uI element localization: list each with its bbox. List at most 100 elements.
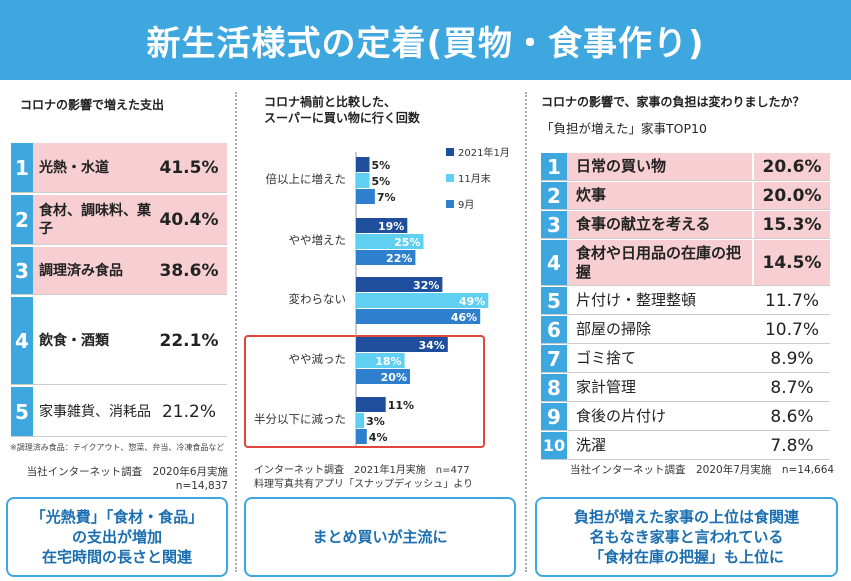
category-label: 変わらない bbox=[289, 292, 347, 306]
title-banner: 新生活様式の定着(買物・食事作り) bbox=[0, 0, 851, 80]
rank-badge: 8 bbox=[541, 374, 567, 401]
chart-source: インターネット調査 2021年1月実施 n=477 料理写真共有アプリ「スナップ… bbox=[254, 464, 473, 492]
panel-housework: コロナの影響で、家事の負担は変わりましたか？ 「負担が増えた」家事TOP10 1… bbox=[530, 80, 851, 581]
housework-value: 20.0% bbox=[752, 182, 830, 209]
legend-swatch bbox=[446, 148, 454, 156]
spending-label: 家事雑貨、消耗品 bbox=[33, 387, 151, 436]
housework-subheading: 「負担が増えた」家事TOP10 bbox=[541, 121, 707, 136]
spending-item: 4 飲食・酒類 22.1% bbox=[11, 297, 227, 385]
bar bbox=[356, 369, 410, 384]
legend-swatch bbox=[446, 174, 454, 182]
legend-label: 9月 bbox=[458, 199, 474, 211]
spending-label: 光熱・水道 bbox=[33, 143, 151, 192]
spending-note: ※調理済み食品：テイクアウト、惣菜、弁当、冷凍食品など bbox=[10, 443, 225, 452]
housework-callout-line3: 「食材在庫の把握」も上位に bbox=[588, 548, 784, 566]
housework-item: 5 片付け・整理整頓 11.7% bbox=[541, 287, 830, 315]
spending-value: 22.1% bbox=[159, 330, 219, 351]
housework-label: 食後の片付け bbox=[567, 403, 752, 430]
spending-callout-line2: の支出が増加 bbox=[71, 528, 162, 546]
panel-spending: コロナの影響で増えた支出 1 光熱・水道 41.5% 2 食材、調味料、菓子 40.4% 3… bbox=[0, 80, 232, 581]
spending-label: 調理済み食品 bbox=[33, 247, 151, 294]
housework-value: 11.7% bbox=[752, 287, 830, 314]
rank-badge: 2 bbox=[11, 195, 33, 244]
category-label: 倍以上に増えた bbox=[266, 172, 347, 186]
housework-label: 食事の献立を考える bbox=[567, 211, 752, 238]
housework-value: 14.5% bbox=[752, 240, 830, 285]
spending-label-text: 家事雑貨、消耗品 bbox=[39, 403, 151, 420]
housework-label-text: 食材や日用品の在庫の把握 bbox=[576, 243, 742, 281]
housework-value: 20.6% bbox=[752, 153, 830, 180]
spending-callout-line3: 在宅時間の長さと関連 bbox=[41, 548, 192, 566]
spending-value: 21.2% bbox=[161, 401, 216, 422]
bar bbox=[356, 277, 443, 292]
housework-value: 8.6% bbox=[752, 403, 830, 430]
bar-value-label: 49% bbox=[459, 295, 485, 308]
bar-value-label: 4% bbox=[369, 431, 388, 444]
divider-right bbox=[525, 92, 527, 572]
divider-left bbox=[235, 92, 237, 572]
spending-callout: 「光熱費」「食材・食品」 の支出が増加 在宅時間の長さと関連 bbox=[6, 497, 228, 577]
spending-source-line1: 当社インターネット調査 2020年6月実施 bbox=[26, 466, 228, 478]
rank-badge: 6 bbox=[541, 316, 567, 343]
chart-heading-line2: スーパーに買い物に行く回数 bbox=[264, 111, 420, 125]
category-label: やや増えた bbox=[289, 233, 347, 247]
category-label: やや減った bbox=[289, 352, 347, 366]
housework-callout: 負担が増えた家事の上位は食関連 名もなき家事と言われている 「食材在庫の把握」も… bbox=[535, 497, 838, 577]
bar bbox=[356, 397, 386, 412]
housework-label: 食材や日用品の在庫の把握 bbox=[567, 240, 752, 285]
bar-value-label: 18% bbox=[375, 355, 401, 368]
panel-shopping-chart: コロナ禍前と比較した、 スーパーに買い物に行く回数 倍以上に増えた 5% 5% 7% や… bbox=[240, 80, 520, 581]
spending-label-text: 食材、調味料、菓子 bbox=[39, 202, 151, 237]
bar bbox=[356, 218, 408, 233]
bar-value-label: 22% bbox=[386, 252, 412, 265]
rank-badge: 5 bbox=[541, 287, 567, 314]
bar-value-label: 20% bbox=[381, 371, 407, 384]
chart-callout: まとめ買いが主流に bbox=[244, 497, 516, 577]
rank-badge: 2 bbox=[541, 182, 567, 209]
bar bbox=[356, 293, 489, 308]
housework-label: 洗濯 bbox=[567, 432, 752, 459]
bar bbox=[356, 173, 370, 188]
housework-value: 8.9% bbox=[752, 345, 830, 372]
bar-value-label: 5% bbox=[372, 159, 391, 172]
housework-label-text: 家計管理 bbox=[576, 378, 637, 396]
spending-label-text: 飲食・酒類 bbox=[39, 332, 109, 349]
spending-source: 当社インターネット調査 2020年6月実施 n=14,837 bbox=[20, 465, 228, 493]
bar bbox=[356, 413, 365, 428]
bar bbox=[356, 309, 481, 324]
spending-item: 5 家事雑貨、消耗品 21.2% bbox=[11, 387, 227, 437]
chart-source-line1: インターネット調査 2021年1月実施 n=477 bbox=[254, 465, 470, 476]
housework-label-text: 日常の買い物 bbox=[576, 157, 667, 175]
housework-value: 8.7% bbox=[752, 374, 830, 401]
housework-value: 10.7% bbox=[752, 316, 830, 343]
bar bbox=[356, 429, 367, 444]
rank-badge: 5 bbox=[11, 387, 33, 436]
housework-item: 3 食事の献立を考える 15.3% bbox=[541, 211, 830, 239]
housework-item: 9 食後の片付け 8.6% bbox=[541, 403, 830, 431]
rank-badge: 1 bbox=[541, 153, 567, 180]
housework-value: 15.3% bbox=[752, 211, 830, 238]
housework-label: 日常の買い物 bbox=[567, 153, 752, 180]
housework-item: 1 日常の買い物 20.6% bbox=[541, 153, 830, 181]
housework-callout-line2: 名もなき家事と言われている bbox=[589, 528, 784, 546]
legend-label: 2021年1月 bbox=[458, 146, 510, 159]
rank-badge: 3 bbox=[541, 211, 567, 238]
bar bbox=[356, 234, 424, 249]
housework-label: 部屋の掃除 bbox=[567, 316, 752, 343]
bar bbox=[356, 337, 448, 352]
shopping-bar-chart: 倍以上に増えた 5% 5% 7% やや増えた 19% 25% 22% 変わらない 32% 49% 46… bbox=[254, 146, 510, 446]
highlight-box bbox=[244, 335, 485, 448]
housework-item: 2 炊事 20.0% bbox=[541, 182, 830, 210]
housework-callout-line1: 負担が増えた家事の上位は食関連 bbox=[573, 508, 799, 526]
bar-value-label: 7% bbox=[377, 191, 396, 204]
housework-item: 8 家計管理 8.7% bbox=[541, 374, 830, 402]
spending-source-line2: n=14,837 bbox=[175, 480, 228, 492]
housework-label-text: 食事の献立を考える bbox=[576, 215, 711, 233]
spending-item: 2 食材、調味料、菓子 40.4% bbox=[11, 195, 227, 245]
spending-callout-line1: 「光熱費」「食材・食品」 bbox=[30, 508, 204, 526]
housework-label: ゴミ捨て bbox=[567, 345, 752, 372]
chart-heading-line1: コロナ禍前と比較した、 bbox=[264, 95, 397, 109]
housework-heading: コロナの影響で、家事の負担は変わりましたか？ bbox=[541, 95, 805, 109]
bar bbox=[356, 250, 416, 265]
housework-item: 6 部屋の掃除 10.7% bbox=[541, 316, 830, 344]
